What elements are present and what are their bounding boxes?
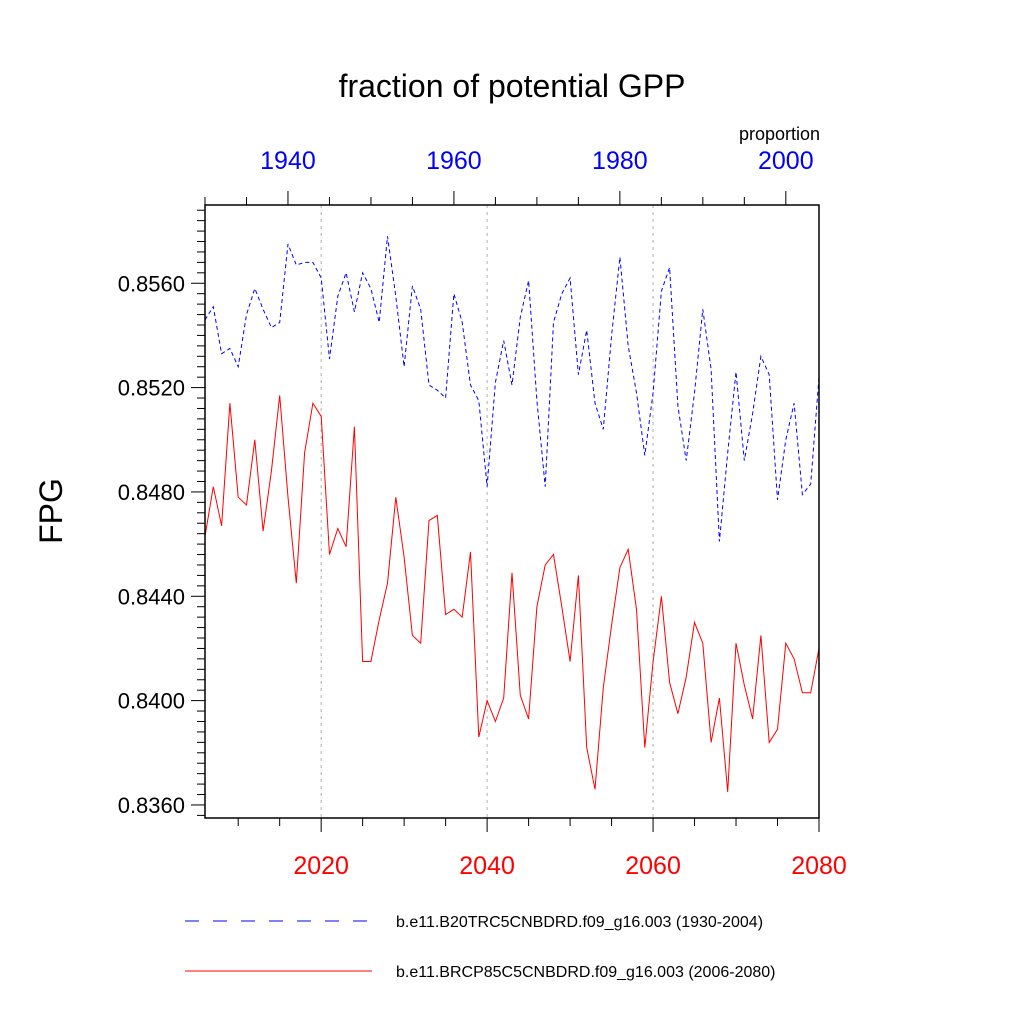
y-tick-label: 0.8440 [118,584,185,609]
x-bottom-tick-label: 2020 [293,852,349,880]
x-top-tick-label: 1940 [260,147,316,175]
series-line-rcp85 [204,395,820,792]
y-tick-label: 0.8360 [118,793,185,818]
x-top-tick-label: 1960 [426,147,482,175]
series-line-historical [204,236,820,542]
x-top-tick-label: 2000 [758,147,814,175]
x-top-tick-label: 1980 [592,147,648,175]
axes [191,191,820,832]
y-tick-label: 0.8560 [118,271,185,296]
plot-frame [204,204,820,819]
tick-labels: 0.8360 0.8400 0.8440 0.8480 0.8520 0.8560 2020… [118,147,847,880]
gridlines [320,205,654,818]
y-axis-label: FPG [33,478,69,544]
plot-lines [204,236,820,792]
y-tick-label: 0.8520 [118,376,185,401]
y-tick-label: 0.8480 [118,480,185,505]
x-bottom-tick-label: 2080 [791,852,847,880]
y-tick-label: 0.8400 [118,689,185,714]
chart-title: fraction of potential GPP [339,68,686,104]
x-bottom-tick-label: 2040 [459,852,515,880]
x-bottom-tick-label: 2060 [625,852,681,880]
top-axis-unit-label: proportion [739,124,820,144]
legend: b.e11.B20TRC5CNBDRD.f09_g16.003 (1930-20… [185,914,775,981]
legend-label-historical: b.e11.B20TRC5CNBDRD.f09_g16.003 (1930-20… [396,914,763,931]
legend-label-rcp85: b.e11.BRCP85C5CNBDRD.f09_g16.003 (2006-2… [396,964,775,981]
